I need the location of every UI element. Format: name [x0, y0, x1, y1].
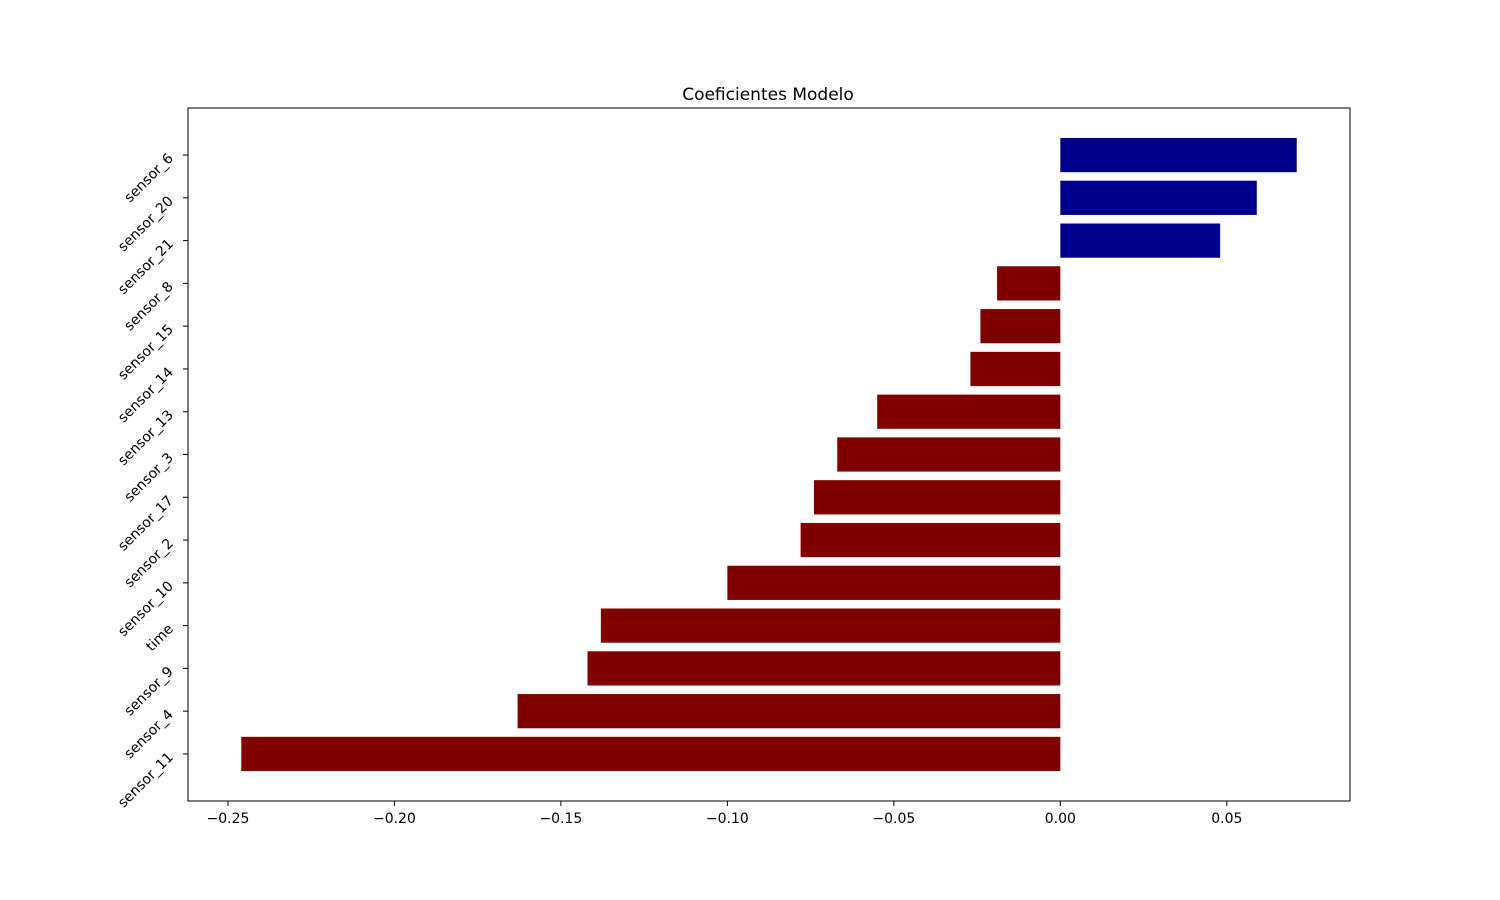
- y-tick-label: time: [143, 621, 177, 655]
- bar-sensor-9: [587, 651, 1061, 686]
- bar-sensor-14: [970, 351, 1061, 387]
- x-tick-label: −0.05: [872, 811, 915, 827]
- x-tick-label: 0.05: [1211, 811, 1242, 827]
- chart-title: Coeficientes Modelo: [682, 85, 854, 105]
- bar-sensor-2: [800, 522, 1061, 558]
- bar-sensor-4: [517, 694, 1061, 729]
- x-axis-ticks: −0.25 −0.20 −0.15 −0.10 −0.05 0.00 0.05: [207, 801, 1242, 827]
- bar-sensor-21: [1060, 223, 1221, 258]
- bar-sensor-17: [813, 480, 1061, 515]
- y-tick-label: sensor_11: [115, 749, 177, 811]
- bar-sensor-6: [1060, 137, 1297, 173]
- x-tick-label: −0.20: [373, 811, 416, 827]
- bar-sensor-10: [727, 565, 1061, 600]
- plot-frame: [187, 107, 1351, 802]
- x-tick-label: −0.25: [207, 811, 250, 827]
- bar-sensor-11: [241, 736, 1061, 772]
- bar-sensor-15: [980, 309, 1061, 344]
- bar-sensor-8: [997, 266, 1061, 301]
- bar-sensor-13: [877, 394, 1061, 429]
- x-tick-label: 0.00: [1045, 811, 1076, 827]
- bar-time: [600, 608, 1061, 643]
- bars-group: [241, 137, 1297, 772]
- bar-sensor-20: [1060, 180, 1257, 215]
- x-tick-label: −0.15: [539, 811, 582, 827]
- y-axis-ticks: sensor_6sensor_20sensor_21sensor_8sensor…: [115, 151, 188, 811]
- x-tick-label: −0.10: [706, 811, 749, 827]
- bar-sensor-3: [837, 437, 1061, 472]
